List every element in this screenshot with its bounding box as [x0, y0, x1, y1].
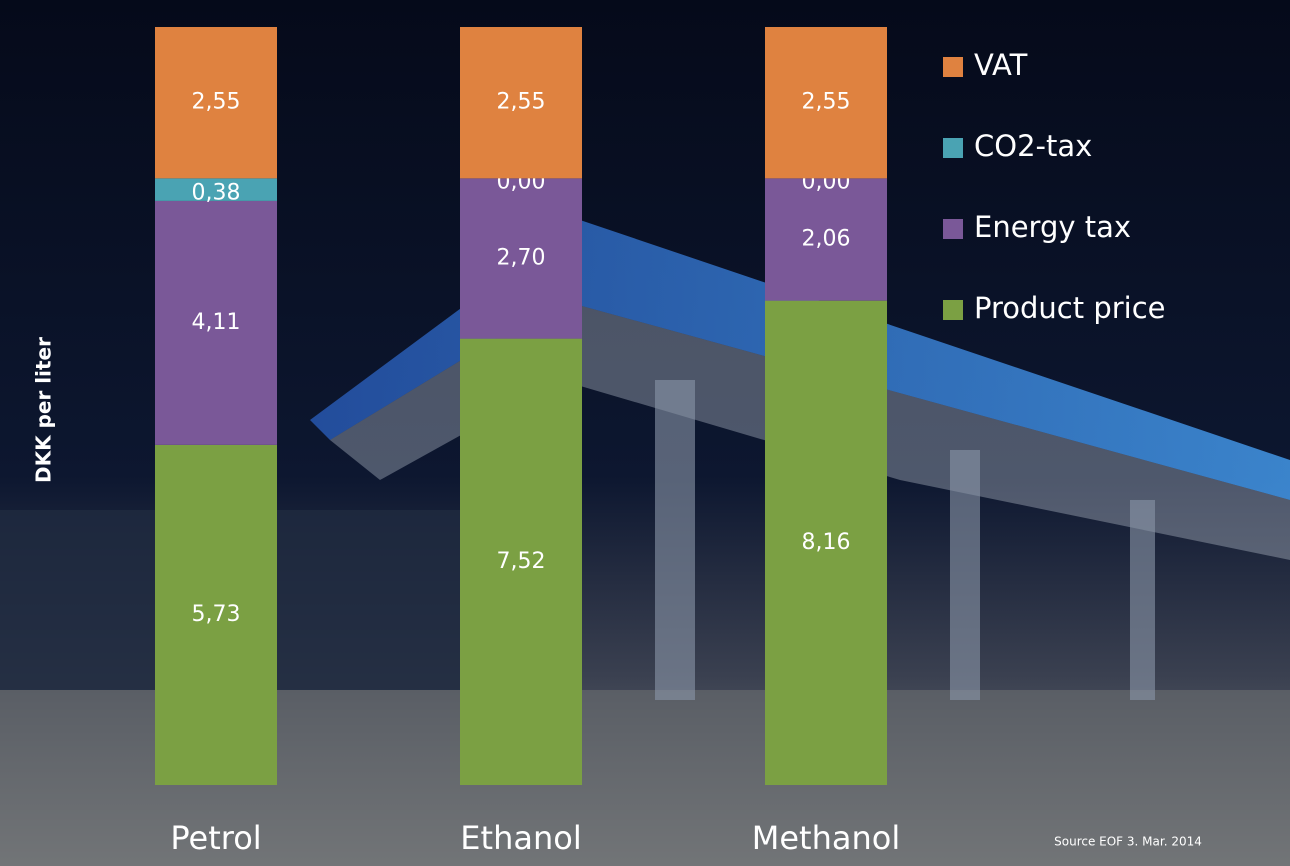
x-tick-label: Ethanol: [460, 819, 581, 857]
legend-swatch: [943, 219, 963, 239]
data-label: 8,16: [802, 530, 851, 555]
data-label: 2,55: [497, 90, 546, 115]
legend-swatch: [943, 57, 963, 77]
legend-label: VAT: [974, 48, 1028, 82]
x-tick-label: Methanol: [752, 819, 900, 857]
legend-label: Product price: [974, 291, 1166, 325]
legend-label: CO2-tax: [974, 129, 1092, 163]
legend-swatch: [943, 138, 963, 158]
data-label: 2,70: [497, 245, 546, 270]
legend-label: Energy tax: [974, 210, 1131, 244]
data-label: 2,55: [192, 90, 241, 115]
legend-swatch: [943, 300, 963, 320]
data-label: 2,06: [802, 227, 851, 252]
y-axis-label: DKK per liter: [32, 337, 56, 483]
x-tick-label: Petrol: [170, 819, 261, 857]
source-note: Source EOF 3. Mar. 2014: [1054, 835, 1202, 849]
data-label: 0,38: [192, 181, 241, 206]
data-label: 2,55: [802, 90, 851, 115]
chart: DKK per liter Source EOF 3. Mar. 2014 5,…: [0, 0, 1290, 866]
data-label: 7,52: [497, 549, 546, 574]
data-label: 4,11: [192, 310, 241, 335]
data-label: 5,73: [192, 602, 241, 627]
